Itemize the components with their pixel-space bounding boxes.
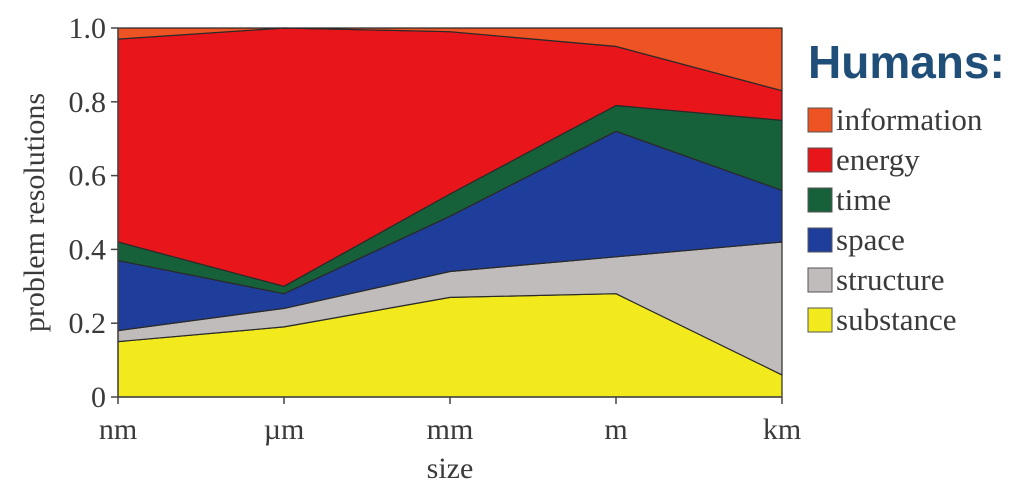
legend-label-time: time <box>836 182 891 217</box>
legend-label-space: space <box>836 222 905 257</box>
y-tick-label: 0.4 <box>69 233 107 266</box>
legend-label-substance: substance <box>836 302 957 337</box>
x-tick-labels: nm µm mm m km <box>99 397 801 446</box>
plot-areas <box>117 27 783 398</box>
x-axis-title: size <box>427 452 474 485</box>
y-tick-label: 0.2 <box>69 307 107 340</box>
x-tick-label: nm <box>99 413 137 446</box>
legend-label-structure: structure <box>836 262 944 297</box>
y-axis-title: problem resolutions <box>18 93 51 332</box>
y-tick-label: 0.8 <box>69 86 107 119</box>
y-tick-labels: 0 0.2 0.4 0.6 0.8 1.0 <box>69 12 118 414</box>
legend-swatch-time <box>807 187 833 213</box>
legend-swatch-substance <box>807 307 833 333</box>
legend-title: Humans: <box>808 36 1005 88</box>
legend-label-information: information <box>836 102 983 137</box>
legend-swatch-energy <box>807 147 833 173</box>
y-tick-label: 0.6 <box>69 160 107 193</box>
x-tick-label: mm <box>427 413 474 446</box>
legend-swatch-information <box>807 107 833 133</box>
x-tick-label: km <box>763 413 801 446</box>
legend-swatch-space <box>807 227 833 253</box>
x-tick-label: m <box>604 413 627 446</box>
x-tick-label: µm <box>264 413 305 446</box>
legend: information energy time space structure subst… <box>807 102 983 337</box>
y-tick-label: 0 <box>91 381 106 414</box>
legend-label-energy: energy <box>836 142 920 177</box>
y-tick-label: 1.0 <box>69 12 107 45</box>
legend-swatch-structure <box>807 267 833 293</box>
area-information <box>117 27 783 92</box>
